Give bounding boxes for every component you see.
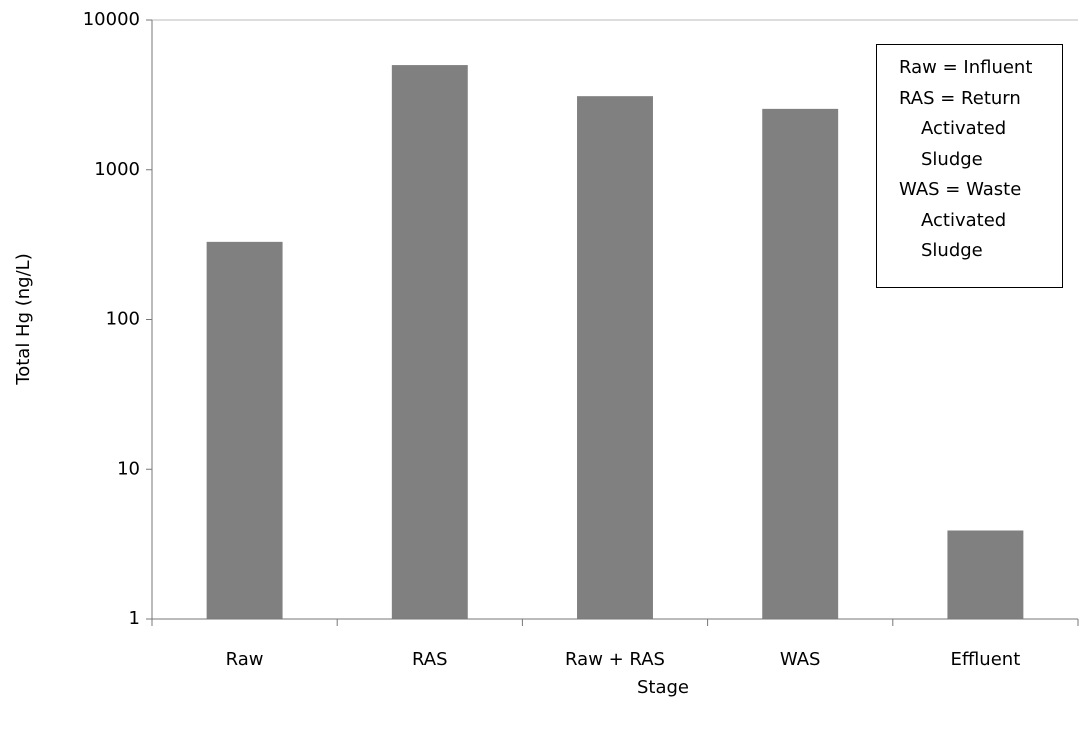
y-axis-label: Total Hg (ng/L)	[13, 253, 34, 385]
y-tick-label: 1000	[94, 159, 140, 180]
x-tick-label: Raw + RAS	[565, 649, 665, 670]
y-tick-label: 100	[106, 309, 140, 330]
x-tick-label: Raw	[226, 649, 264, 670]
y-tick-label: 10000	[83, 9, 140, 30]
x-tick-label: Effluent	[951, 649, 1021, 670]
annotation-line: RAS = Return Activated Sludge	[899, 87, 1021, 170]
annotation-line: WAS = Waste Activated Sludge	[899, 179, 1022, 261]
y-tick-label: 1	[129, 608, 140, 629]
bar	[947, 530, 1024, 619]
bar	[206, 241, 283, 619]
x-tick-label: WAS	[780, 649, 821, 670]
bar	[391, 65, 468, 620]
legend-box: Raw = Influent RAS = Return Activated Slu…	[876, 44, 1063, 288]
annotation-line: Raw = Influent	[899, 57, 1033, 78]
bar	[762, 108, 839, 619]
bar	[577, 96, 653, 620]
x-axis-label: Stage	[637, 677, 689, 698]
y-tick-label: 10	[117, 458, 140, 479]
x-tick-label: RAS	[412, 649, 448, 670]
